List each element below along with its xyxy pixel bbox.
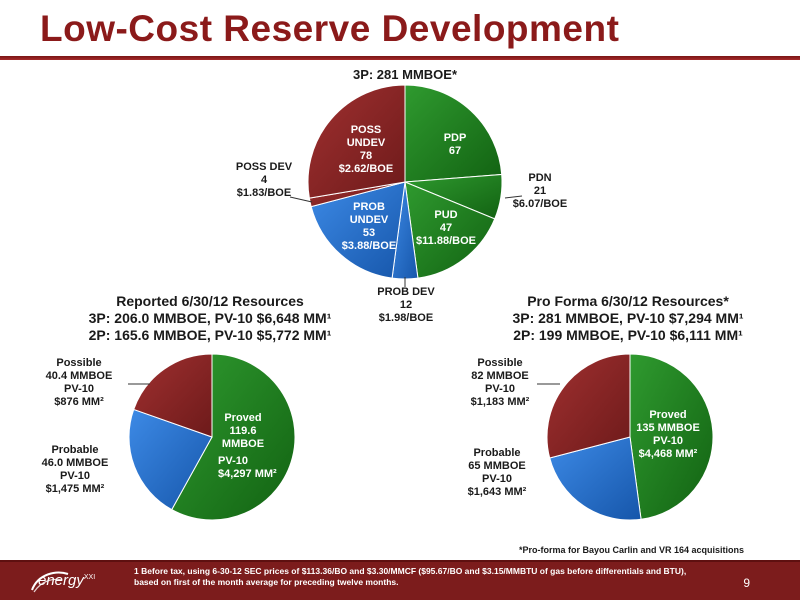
pie-slice-poss-undev xyxy=(307,84,406,199)
label-poss-undev: POSS UNDEV 78 $2.62/BOE xyxy=(338,124,394,175)
reported-2p-line: 2P: 165.6 MMBOE, PV-10 $5,772 MM¹ xyxy=(88,327,332,343)
label-right-possible: Possible 82 MMBOE PV-10 $1,183 MM² xyxy=(470,357,530,408)
label-prob-undev: PROB UNDEV 53 $3.88/BOE xyxy=(341,201,397,252)
label-pud: PUD 47 $11.88/BOE xyxy=(416,209,476,247)
pro-forma-title: Pro Forma 6/30/12 Resources* 3P: 281 MMB… xyxy=(478,293,778,344)
pie-pro-forma-resources xyxy=(546,353,714,521)
pie-slice-possible xyxy=(133,353,213,438)
footnote-1: 1 Before tax, using 6-30-12 SEC prices o… xyxy=(134,566,687,587)
energy-xxi-logo: energyXXI xyxy=(38,572,95,589)
page-number: 9 xyxy=(743,576,750,590)
label-left-probable: Probable 46.0 MMBOE PV-10 $1,475 MM² xyxy=(41,444,109,495)
reported-3p-line: 3P: 206.0 MMBOE, PV-10 $6,648 MM¹ xyxy=(88,310,332,326)
pie-3p-title: 3P: 281 MMBOE* xyxy=(352,67,458,82)
footer-bar: energyXXI 1 Before tax, using 6-30-12 SE… xyxy=(0,560,800,600)
pie-slice-proved xyxy=(629,353,714,520)
reported-resources-heading: Reported 6/30/12 Resources xyxy=(116,293,304,309)
pro-forma-footnote: *Pro-forma for Bayou Carlin and VR 164 a… xyxy=(519,545,745,555)
pro-forma-heading: Pro Forma 6/30/12 Resources* xyxy=(527,293,729,309)
pie-3p-total xyxy=(307,84,503,280)
pie-slice-probable xyxy=(549,436,642,521)
label-left-possible: Possible 40.4 MMBOE PV-10 $876 MM² xyxy=(45,357,113,408)
label-pdn: PDN 21 $6.07/BOE xyxy=(512,172,568,210)
pie-slice-prob-undev xyxy=(310,181,406,279)
pie-slice-pud xyxy=(404,181,496,279)
leader-poss-dev xyxy=(289,196,313,203)
leader-pdn xyxy=(504,195,523,199)
label-poss-dev: POSS DEV 4 $1.83/BOE xyxy=(235,161,293,199)
title-rule xyxy=(0,56,800,60)
pie-slice-probable xyxy=(128,408,213,511)
label-pdp: PDP 67 xyxy=(443,132,467,157)
logo-text: energy xyxy=(38,572,84,589)
reported-resources-title: Reported 6/30/12 Resources 3P: 206.0 MMB… xyxy=(60,293,360,344)
pie-slice-possible xyxy=(546,353,631,459)
pie-slice-proved xyxy=(171,353,296,521)
pro-forma-2p-line: 2P: 199 MMBOE, PV-10 $6,111 MM¹ xyxy=(513,327,743,343)
logo-suffix: XXI xyxy=(83,574,96,581)
pie-slice-pdp xyxy=(404,84,503,183)
pie-reported-resources xyxy=(128,353,296,521)
label-right-probable: Probable 65 MMBOE PV-10 $1,643 MM² xyxy=(467,447,527,498)
label-left-proved: Proved 119.6 MMBOE xyxy=(221,412,265,450)
label-left-proved-pv: PV-10 $4,297 MM² xyxy=(218,455,277,480)
label-prob-dev: PROB DEV 12 $1.98/BOE xyxy=(377,286,435,324)
energy-xxi-logo-swoosh-icon xyxy=(31,571,69,593)
label-right-proved: Proved 135 MMBOE PV-10 $4,468 MM² xyxy=(636,409,700,460)
pro-forma-3p-line: 3P: 281 MMBOE, PV-10 $7,294 MM¹ xyxy=(512,310,744,326)
page-title: Low-Cost Reserve Development xyxy=(40,8,620,49)
